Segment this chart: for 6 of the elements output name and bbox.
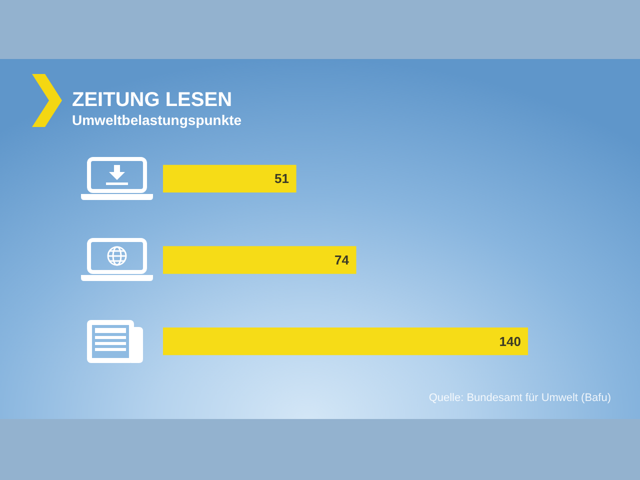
chart-subtitle: Umweltbelastungspunkte	[72, 112, 242, 128]
source-note: Quelle: Bundesamt für Umwelt (Bafu)	[428, 392, 611, 405]
chart-title: ZEITUNG LESEN	[72, 89, 232, 111]
data-label: 140	[499, 334, 521, 349]
data-label: 51	[274, 171, 289, 186]
data-label: 74	[334, 252, 350, 268]
